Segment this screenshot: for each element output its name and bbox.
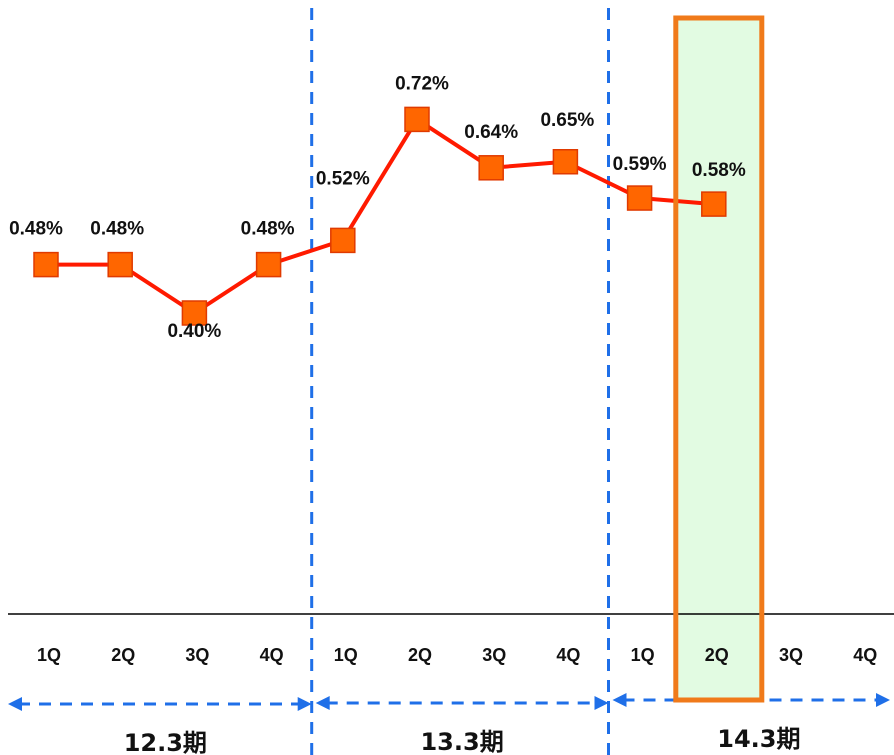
x-tick-label: 3Q (482, 645, 506, 665)
x-tick-label: 4Q (853, 645, 877, 665)
data-point-marker (33, 251, 59, 278)
x-tick-label: 2Q (111, 645, 135, 665)
data-label: 0.40% (167, 321, 221, 342)
period-arrow-right-head (594, 696, 609, 710)
data-label: 0.48% (90, 219, 144, 240)
data-point-marker (107, 251, 133, 278)
data-point-marker (181, 300, 208, 326)
x-tick-label: 4Q (556, 645, 580, 665)
data-point-marker (626, 185, 653, 211)
series-line (46, 117, 714, 315)
x-tick-label: 1Q (334, 645, 358, 665)
data-label: 0.48% (9, 219, 63, 240)
data-label: 0.58% (692, 160, 746, 181)
tick-label-layer: 1Q 2Q 3Q 4Q 1Q 2Q 3Q 4Q 1Q 2Q 3Q 4Q (37, 645, 877, 665)
x-tick-label: 4Q (260, 645, 284, 665)
period-label: 14.3期 (717, 725, 800, 753)
data-label: 0.48% (241, 219, 295, 240)
x-tick-label: 1Q (37, 645, 61, 665)
data-label: 0.65% (540, 110, 594, 131)
data-point-marker (701, 191, 727, 217)
data-point-marker (255, 251, 282, 278)
data-point-marker (404, 106, 430, 133)
data-label: 0.72% (395, 73, 449, 94)
period-label: 12.3期 (124, 729, 207, 755)
period-arrow-left-head (315, 696, 330, 710)
highlight-frame-layer (673, 15, 765, 703)
period-arrow-right-head (297, 697, 312, 711)
data-point-marker (330, 227, 356, 254)
data-point-marker (478, 155, 504, 181)
period-arrow-left-head (612, 693, 627, 707)
x-tick-label: 2Q (408, 645, 432, 665)
x-tick-label: 3Q (185, 645, 209, 665)
series-layer (33, 106, 727, 326)
x-tick-label: 3Q (779, 645, 803, 665)
highlight-layer (675, 18, 762, 700)
x-tick-label: 2Q (705, 645, 729, 665)
data-label: 0.52% (316, 168, 370, 189)
x-tick-label: 1Q (631, 645, 655, 665)
period-arrow-left-head (8, 697, 22, 711)
data-point-marker (552, 149, 579, 175)
period-arrow-right-head (876, 693, 890, 707)
period-layer: 12.3期 13.3期 14.3期 (8, 693, 890, 755)
highlight-column-frame (673, 15, 765, 703)
period-label: 13.3期 (420, 728, 503, 755)
data-label-layer: 0.48% 0.48% 0.40% 0.48% 0.52% 0.72% 0.64% 0.65%… (9, 73, 746, 342)
data-label: 0.64% (464, 122, 518, 143)
data-label: 0.59% (613, 154, 667, 175)
highlight-column-fill (675, 18, 762, 700)
